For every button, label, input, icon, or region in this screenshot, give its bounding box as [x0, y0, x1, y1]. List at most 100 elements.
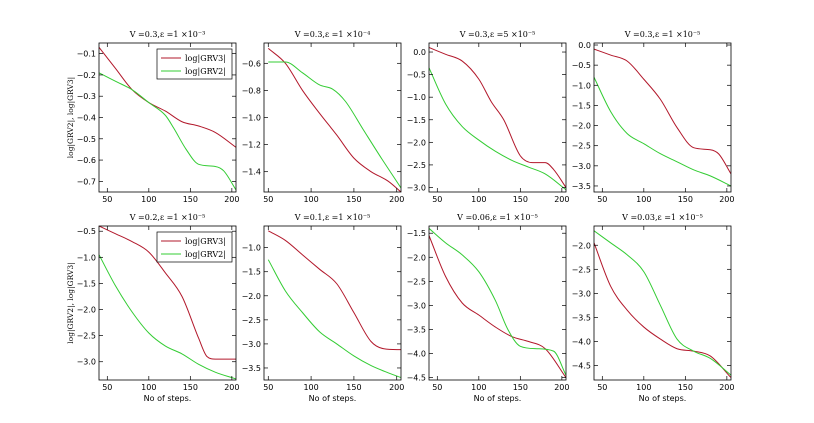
y-tick-label: −3.5 [572, 313, 591, 322]
axes-frame [428, 225, 567, 381]
y-tick-label: −1.0 [407, 93, 426, 102]
y-tick-label: −2.0 [407, 253, 426, 262]
y-tick-label: −0.5 [407, 71, 426, 80]
subplot-4: 50 100 150 200 0.0 −0.5 −1.0 −1.5 −2.0 −2.5 −3.0 −3… [572, 30, 735, 204]
y-tick-label: −0.4 [77, 114, 96, 123]
y-tick-label: −2.0 [572, 241, 591, 250]
x-tick-label: 200 [719, 195, 734, 204]
x-tick-label: 200 [719, 383, 734, 392]
x-tick-label: 50 [102, 195, 112, 204]
x-tick-label: 100 [636, 383, 651, 392]
subplot-title: V =0.2,ε =1 ×10⁻⁵ [129, 213, 206, 222]
subplot-title: V =0.3,ε =1 ×10⁻⁵ [624, 30, 701, 39]
grv2-line [429, 67, 566, 191]
x-axis-label: No of steps. [309, 394, 357, 403]
x-tick-label: 150 [183, 383, 198, 392]
x-tick-label: 200 [554, 383, 569, 392]
y-tick-label: −3.0 [77, 358, 96, 367]
subplot-8: 50 100 150 200 −2.0 −2.5 −3.0 −3.5 −4.0 −4.5 V =0.… [572, 213, 735, 403]
y-axis-label: log|GRV2|, log|GRV3| [66, 262, 75, 343]
subplot-6: 50 100 150 200 −1.0 −1.5 −2.0 −2.5 −3.0 −3.5 V =0.… [242, 213, 405, 403]
x-tick-label: 50 [432, 195, 442, 204]
axes-frame [263, 42, 402, 193]
y-tick-label: −1.4 [242, 168, 261, 177]
x-tick-label: 200 [389, 195, 404, 204]
legend-box [156, 48, 233, 80]
axes-frame [263, 225, 402, 381]
y-tick-label: −0.6 [77, 156, 96, 165]
grv2-line [429, 228, 566, 376]
y-tick-label: −1.5 [572, 101, 591, 110]
y-tick-label: −3.0 [572, 289, 591, 298]
x-tick-label: 150 [513, 383, 528, 392]
y-tick-label: −2.0 [77, 306, 96, 315]
subplot-title: V =0.3,ε =1 ×10⁻³ [129, 30, 206, 39]
y-tick-label: −1.2 [242, 141, 261, 150]
y-tick-label: −2.0 [407, 138, 426, 147]
x-tick-label: 150 [678, 195, 693, 204]
grv3-line [267, 48, 401, 192]
y-tick-label: −0.2 [77, 71, 96, 80]
subplot-title: V =0.03,ε =1 ×10⁻⁵ [621, 213, 703, 222]
x-tick-label: 200 [389, 383, 404, 392]
y-tick-label: 0.0 [578, 41, 591, 50]
x-tick-label: 100 [471, 195, 486, 204]
y-tick-label: −2.5 [77, 332, 96, 341]
subplot-2: 50 100 150 200 −0.6 −0.8 −1.0 −1.2 −1.4 V =0.3,ε … [242, 30, 405, 204]
y-tick-label: −0.5 [77, 135, 96, 144]
y-tick-label: −0.5 [77, 227, 96, 236]
y-axis-label: log|GRV2|, log|GRV3| [66, 77, 75, 158]
x-axis-label: No of steps. [144, 394, 192, 403]
grv3-line [594, 242, 731, 378]
x-tick-label: 100 [471, 383, 486, 392]
x-axis-label: No of steps. [474, 394, 522, 403]
y-tick-label: −0.5 [572, 61, 591, 70]
y-tick-label: −1.5 [407, 229, 426, 238]
y-tick-label: −1.5 [77, 279, 96, 288]
y-tick-label: −2.5 [407, 277, 426, 286]
x-tick-label: 50 [432, 383, 442, 392]
grv2-line [267, 259, 401, 379]
x-tick-label: 150 [346, 195, 361, 204]
y-tick-label: −1.0 [77, 253, 96, 262]
x-tick-label: 150 [513, 195, 528, 204]
x-tick-label: 100 [141, 195, 156, 204]
grv2-line [268, 61, 401, 189]
y-tick-label: −3.0 [242, 340, 261, 349]
y-tick-label: −3.5 [572, 182, 591, 191]
y-tick-label: −3.0 [407, 301, 426, 310]
subplot-title: V =0.3,ε =1 ×10⁻⁴ [294, 30, 371, 39]
legend: log|GRV3| log|GRV2| [156, 48, 233, 80]
x-tick-label: 50 [102, 383, 112, 392]
x-tick-label: 200 [224, 195, 239, 204]
y-tick-label: −2.5 [572, 265, 591, 274]
y-tick-label: −3.5 [242, 364, 261, 373]
subplot-title: V =0.06,ε =1 ×10⁻⁵ [456, 213, 538, 222]
y-tick-label: −3.0 [407, 183, 426, 192]
x-tick-label: 50 [597, 383, 607, 392]
subplot-3: 50 100 150 200 0.0 −0.5 −1.0 −1.5 −2.0 −2.5 −3.0 V … [407, 30, 570, 204]
y-tick-label: −4.0 [572, 338, 591, 347]
x-tick-label: 100 [636, 195, 651, 204]
y-tick-label: 0.0 [413, 48, 426, 57]
y-tick-label: −2.5 [242, 316, 261, 325]
y-tick-label: −2.5 [407, 161, 426, 170]
grv3-line [594, 48, 731, 175]
y-tick-label: −1.0 [572, 81, 591, 90]
y-tick-label: −4.5 [572, 362, 591, 371]
grv2-line [99, 72, 236, 191]
x-tick-label: 150 [346, 383, 361, 392]
y-tick-label: −3.5 [407, 325, 426, 334]
y-tick-label: −1.0 [242, 114, 261, 123]
axes-frame [428, 42, 567, 193]
y-tick-label: −2.5 [572, 142, 591, 151]
x-tick-label: 200 [224, 383, 239, 392]
legend-label: log|GRV3| [185, 237, 226, 246]
subplot-title: V =0.3,ε =5 ×10⁻⁵ [459, 30, 536, 39]
y-tick-label: −2.0 [242, 292, 261, 301]
x-tick-label: 200 [554, 195, 569, 204]
y-tick-label: −3.0 [572, 162, 591, 171]
legend-label: log|GRV3| [185, 54, 226, 63]
legend-label: log|GRV2| [185, 250, 226, 259]
